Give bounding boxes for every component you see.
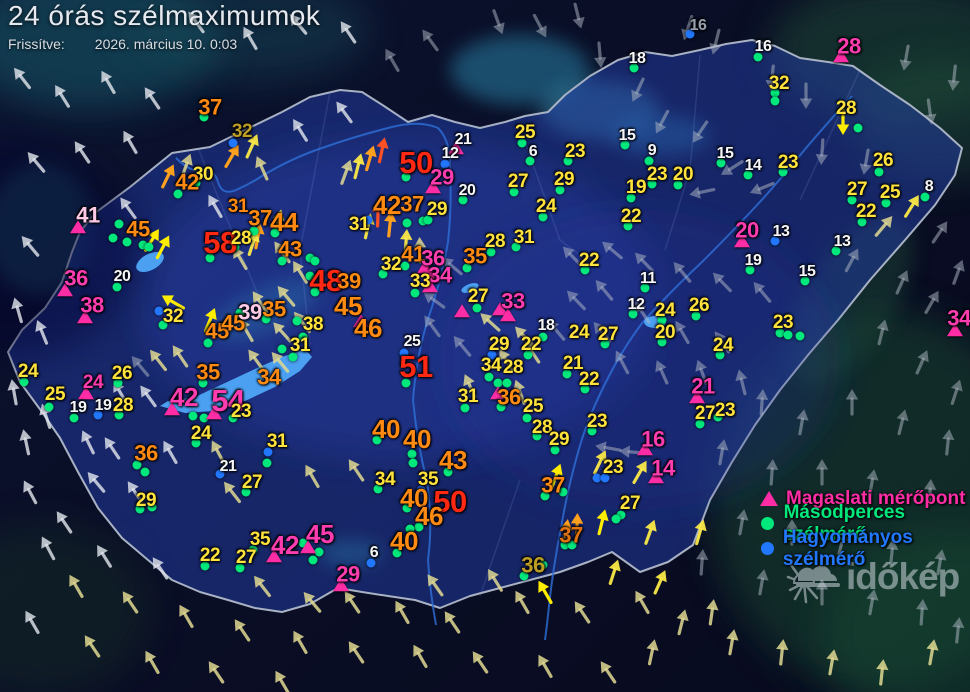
legend-label: Hagyományos szélmérő: [782, 526, 913, 570]
legend-row-mountain: Magaslati mérőpont: [758, 486, 970, 511]
blue-dot-icon: [758, 542, 777, 555]
updated-timestamp: 2026. március 10. 0:03: [94, 36, 238, 52]
idokep-logo: időkép: [782, 550, 960, 604]
legend-row-traditional: Hagyományos szélmérő: [758, 527, 970, 570]
page-title: 24 órás szélmaximumok: [8, 0, 321, 31]
header: 24 órás szélmaximumok Frissítve: 2026. má…: [8, 0, 320, 52]
legend-label: Magaslati mérőpont: [786, 487, 966, 509]
lake-velence: [461, 283, 479, 293]
mountain-station-triangle-icon: [758, 491, 780, 506]
lake-balaton: [160, 349, 312, 413]
updated-label: Frissítve:: [8, 36, 65, 52]
rivers: [175, 95, 853, 641]
danube-river: [175, 122, 452, 626]
lake-tisza: [644, 316, 666, 328]
green-dot-icon: [758, 517, 778, 530]
legend: Magaslati mérőpont Másodperces szélmérő …: [758, 486, 970, 570]
updated-line: Frissítve: 2026. március 10. 0:03: [8, 36, 320, 52]
tisza-river: [544, 95, 853, 641]
